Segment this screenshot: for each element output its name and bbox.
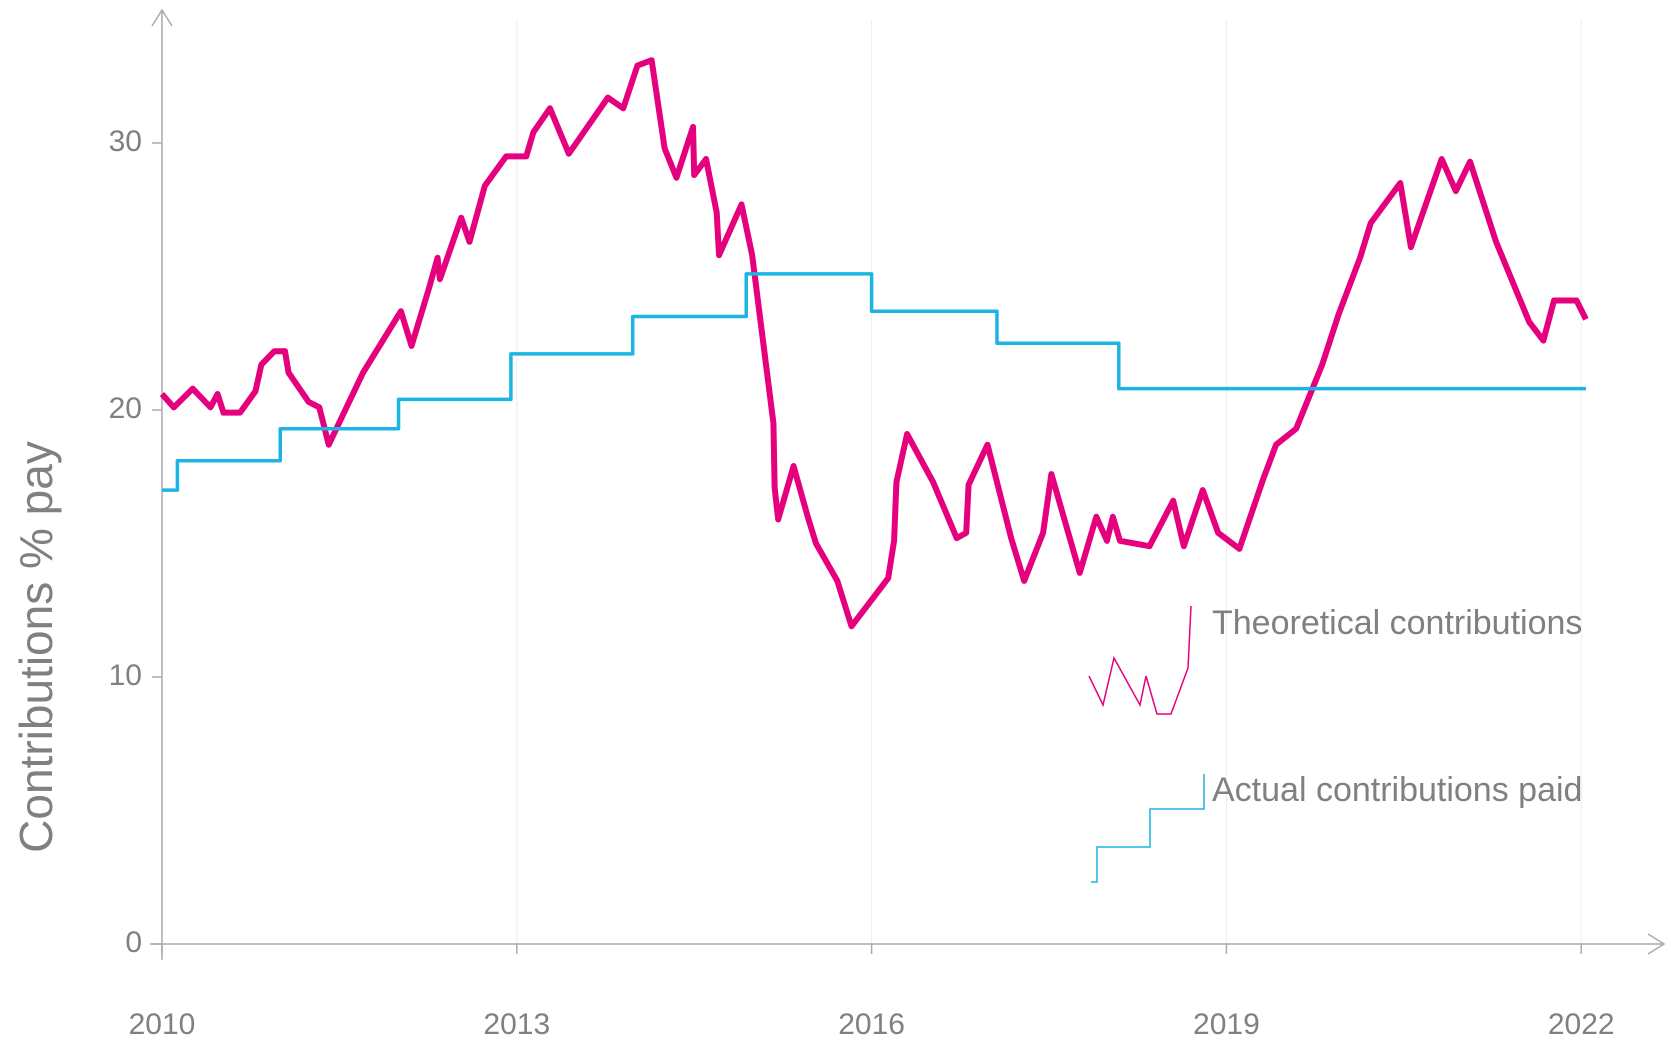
series-line [162, 272, 1586, 492]
x-tick-label: 2013 [483, 1008, 550, 1041]
legend-label: Actual contributions paid [1212, 771, 1582, 809]
legend-label: Theoretical contributions [1212, 604, 1582, 642]
x-axis-arrow [1647, 933, 1666, 955]
legend-icon [1088, 605, 1192, 715]
legend: Theoretical contributions Actual contrib… [1088, 604, 1582, 883]
x-tick-label: 2019 [1193, 1008, 1260, 1041]
x-tick-label: 2022 [1548, 1008, 1615, 1041]
y-axis-label: Contributions % pay [10, 441, 62, 853]
y-tick-label: 30 [109, 125, 142, 158]
x-tick-label: 2010 [129, 1008, 196, 1041]
series-line [159, 57, 1589, 630]
y-tick-label: 20 [109, 392, 142, 425]
y-tick-label: 10 [109, 659, 142, 692]
y-axis-arrow [151, 8, 173, 27]
y-tick-label: 0 [125, 926, 142, 959]
legend-icon [1091, 774, 1205, 883]
axes [150, 8, 1666, 960]
x-tick-label: 2016 [838, 1008, 905, 1041]
